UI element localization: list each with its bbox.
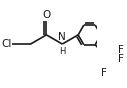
Text: F: F — [101, 68, 107, 78]
Text: N: N — [58, 32, 66, 42]
Text: F: F — [118, 54, 124, 64]
Text: O: O — [42, 10, 51, 20]
Text: H: H — [60, 47, 66, 56]
Text: F: F — [118, 45, 124, 55]
Text: Cl: Cl — [1, 39, 11, 49]
